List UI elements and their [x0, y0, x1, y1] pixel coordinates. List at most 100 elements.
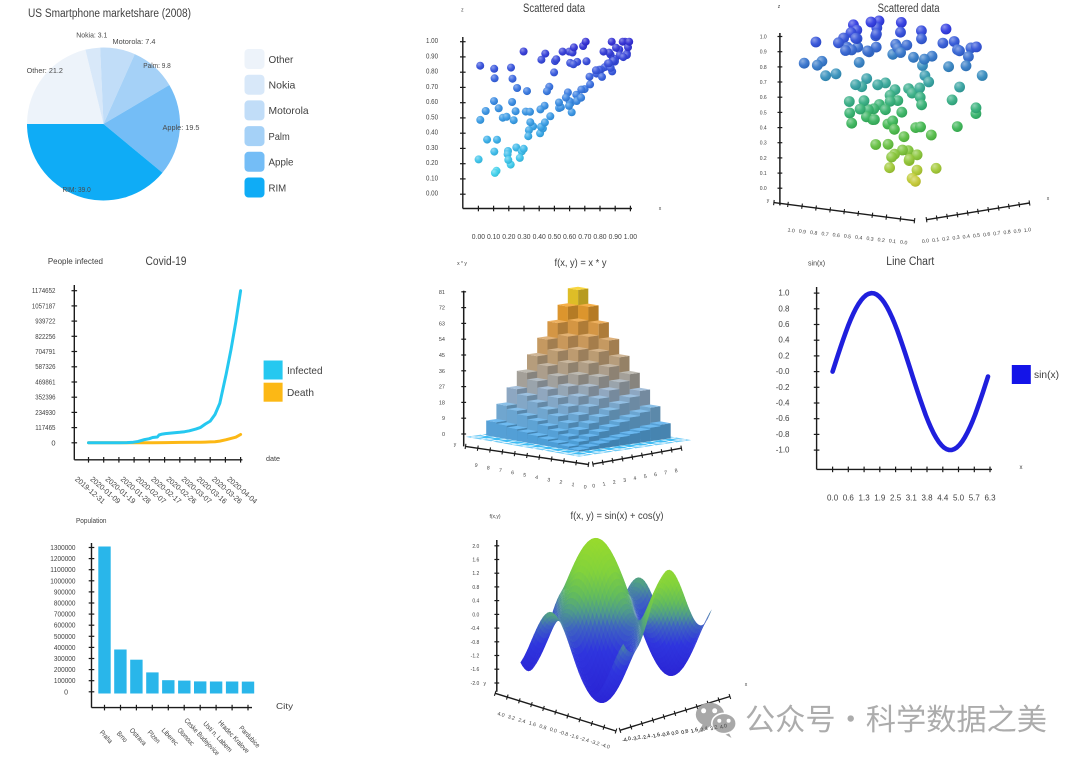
svg-text:352396: 352396 — [35, 393, 55, 402]
svg-text:0.60: 0.60 — [426, 97, 438, 106]
svg-text:-2.4: -2.4 — [641, 733, 651, 741]
svg-text:3: 3 — [547, 477, 551, 483]
svg-text:Scattered data: Scattered data — [523, 3, 585, 15]
svg-text:1.0: 1.0 — [787, 228, 795, 235]
svg-text:469861: 469861 — [35, 378, 55, 387]
svg-text:1.3: 1.3 — [859, 494, 871, 503]
svg-text:0.30: 0.30 — [517, 232, 530, 241]
svg-text:0.0: 0.0 — [472, 612, 479, 618]
svg-text:0.4: 0.4 — [778, 336, 790, 345]
svg-text:900000: 900000 — [54, 589, 76, 596]
svg-text:0.30: 0.30 — [426, 143, 438, 152]
svg-text:0: 0 — [51, 438, 55, 447]
svg-text:y: y — [767, 198, 770, 204]
svg-text:3: 3 — [623, 478, 627, 484]
svg-text:1.00: 1.00 — [624, 232, 637, 241]
svg-text:5: 5 — [643, 474, 647, 480]
svg-text:0.8: 0.8 — [538, 724, 547, 732]
svg-text:2.0: 2.0 — [472, 544, 479, 550]
svg-text:1.6: 1.6 — [690, 727, 699, 735]
svg-text:Ostrava: Ostrava — [128, 727, 147, 747]
svg-text:0.7: 0.7 — [821, 231, 829, 238]
svg-text:1.9: 1.9 — [874, 494, 886, 503]
svg-text:1.00: 1.00 — [426, 36, 438, 45]
svg-text:117465: 117465 — [35, 423, 55, 432]
svg-text:3.1: 3.1 — [906, 494, 918, 503]
svg-text:600000: 600000 — [54, 623, 76, 630]
svg-text:-3.2: -3.2 — [631, 735, 641, 743]
svg-text:1: 1 — [571, 482, 575, 488]
svg-text:8: 8 — [486, 465, 490, 471]
svg-text:3.2: 3.2 — [710, 724, 719, 732]
svg-text:0.0: 0.0 — [900, 240, 908, 247]
svg-text:Nokia: 3.1: Nokia: 3.1 — [76, 31, 107, 40]
svg-text:0.80: 0.80 — [426, 67, 438, 76]
svg-text:800000: 800000 — [54, 601, 76, 608]
svg-text:date: date — [266, 454, 280, 463]
svg-text:2.4: 2.4 — [700, 726, 709, 734]
svg-text:0.90: 0.90 — [426, 51, 438, 60]
svg-text:Praha: Praha — [98, 729, 113, 745]
svg-text:0.8: 0.8 — [681, 728, 690, 736]
svg-text:Brno: Brno — [115, 731, 128, 745]
svg-text:0.10: 0.10 — [487, 232, 500, 241]
svg-text:0.4: 0.4 — [472, 599, 479, 605]
svg-text:0.0: 0.0 — [549, 727, 558, 735]
svg-text:6.3: 6.3 — [984, 494, 996, 503]
svg-text:0.3: 0.3 — [760, 141, 767, 147]
svg-text:7: 7 — [498, 468, 502, 474]
svg-text:45: 45 — [439, 353, 445, 359]
svg-text:0.5: 0.5 — [843, 234, 851, 241]
svg-text:Population: Population — [76, 516, 107, 525]
svg-text:0.60: 0.60 — [563, 232, 576, 241]
svg-text:-1.2: -1.2 — [471, 654, 480, 660]
svg-text:0.6: 0.6 — [760, 95, 767, 101]
svg-text:sin(x): sin(x) — [808, 261, 825, 268]
svg-text:72: 72 — [439, 306, 445, 312]
svg-text:Line Chart: Line Chart — [886, 256, 935, 268]
svg-text:63: 63 — [439, 321, 445, 327]
svg-text:-0.8: -0.8 — [660, 731, 670, 739]
svg-text:0.5: 0.5 — [760, 110, 767, 116]
svg-text:-2.4: -2.4 — [641, 733, 651, 741]
svg-text:0.90: 0.90 — [609, 232, 622, 241]
svg-text:0: 0 — [64, 689, 68, 696]
svg-text:-4.0: -4.0 — [622, 736, 632, 744]
svg-text:1.2: 1.2 — [472, 571, 479, 577]
svg-text:1.0: 1.0 — [1024, 227, 1032, 234]
svg-text:0.40: 0.40 — [426, 128, 438, 137]
svg-text:Plzen: Plzen — [146, 729, 161, 745]
svg-text:4.4: 4.4 — [937, 494, 949, 503]
svg-text:0.0: 0.0 — [827, 494, 839, 503]
svg-text:0.3: 0.3 — [866, 236, 874, 243]
svg-text:0.70: 0.70 — [426, 82, 438, 91]
svg-text:0.6: 0.6 — [843, 494, 855, 503]
svg-text:0.3: 0.3 — [952, 235, 960, 242]
svg-text:0: 0 — [583, 484, 587, 490]
svg-text:54: 54 — [439, 337, 445, 343]
svg-text:6: 6 — [511, 470, 515, 476]
svg-text:1.0: 1.0 — [760, 35, 767, 41]
svg-text:0.20: 0.20 — [426, 158, 438, 167]
svg-text:18: 18 — [439, 400, 445, 406]
svg-text:-1.6: -1.6 — [651, 732, 661, 740]
svg-text:0.80: 0.80 — [593, 232, 606, 241]
svg-text:-0.2: -0.2 — [776, 383, 790, 392]
svg-text:-4.0: -4.0 — [622, 736, 632, 744]
svg-text:Apple: 19.5: Apple: 19.5 — [163, 123, 200, 132]
svg-text:x: x — [1047, 196, 1050, 202]
svg-text:-0.0: -0.0 — [776, 367, 790, 376]
svg-text:-1.6: -1.6 — [569, 733, 579, 741]
svg-text:587326: 587326 — [35, 362, 55, 371]
svg-text:5.7: 5.7 — [969, 494, 981, 503]
svg-text:Motorola: 7.4: Motorola: 7.4 — [113, 37, 156, 46]
svg-text:y: y — [454, 442, 457, 448]
svg-text:1.6: 1.6 — [690, 727, 699, 735]
svg-text:0.9: 0.9 — [1013, 228, 1021, 235]
svg-text:US Smartphone marketshare (200: US Smartphone marketshare (2008) — [28, 8, 191, 20]
svg-text:-0.4: -0.4 — [471, 626, 480, 632]
svg-text:0.00: 0.00 — [426, 189, 438, 198]
svg-text:z: z — [778, 4, 781, 10]
svg-text:z: z — [461, 8, 464, 14]
svg-text:1.6: 1.6 — [528, 721, 537, 729]
